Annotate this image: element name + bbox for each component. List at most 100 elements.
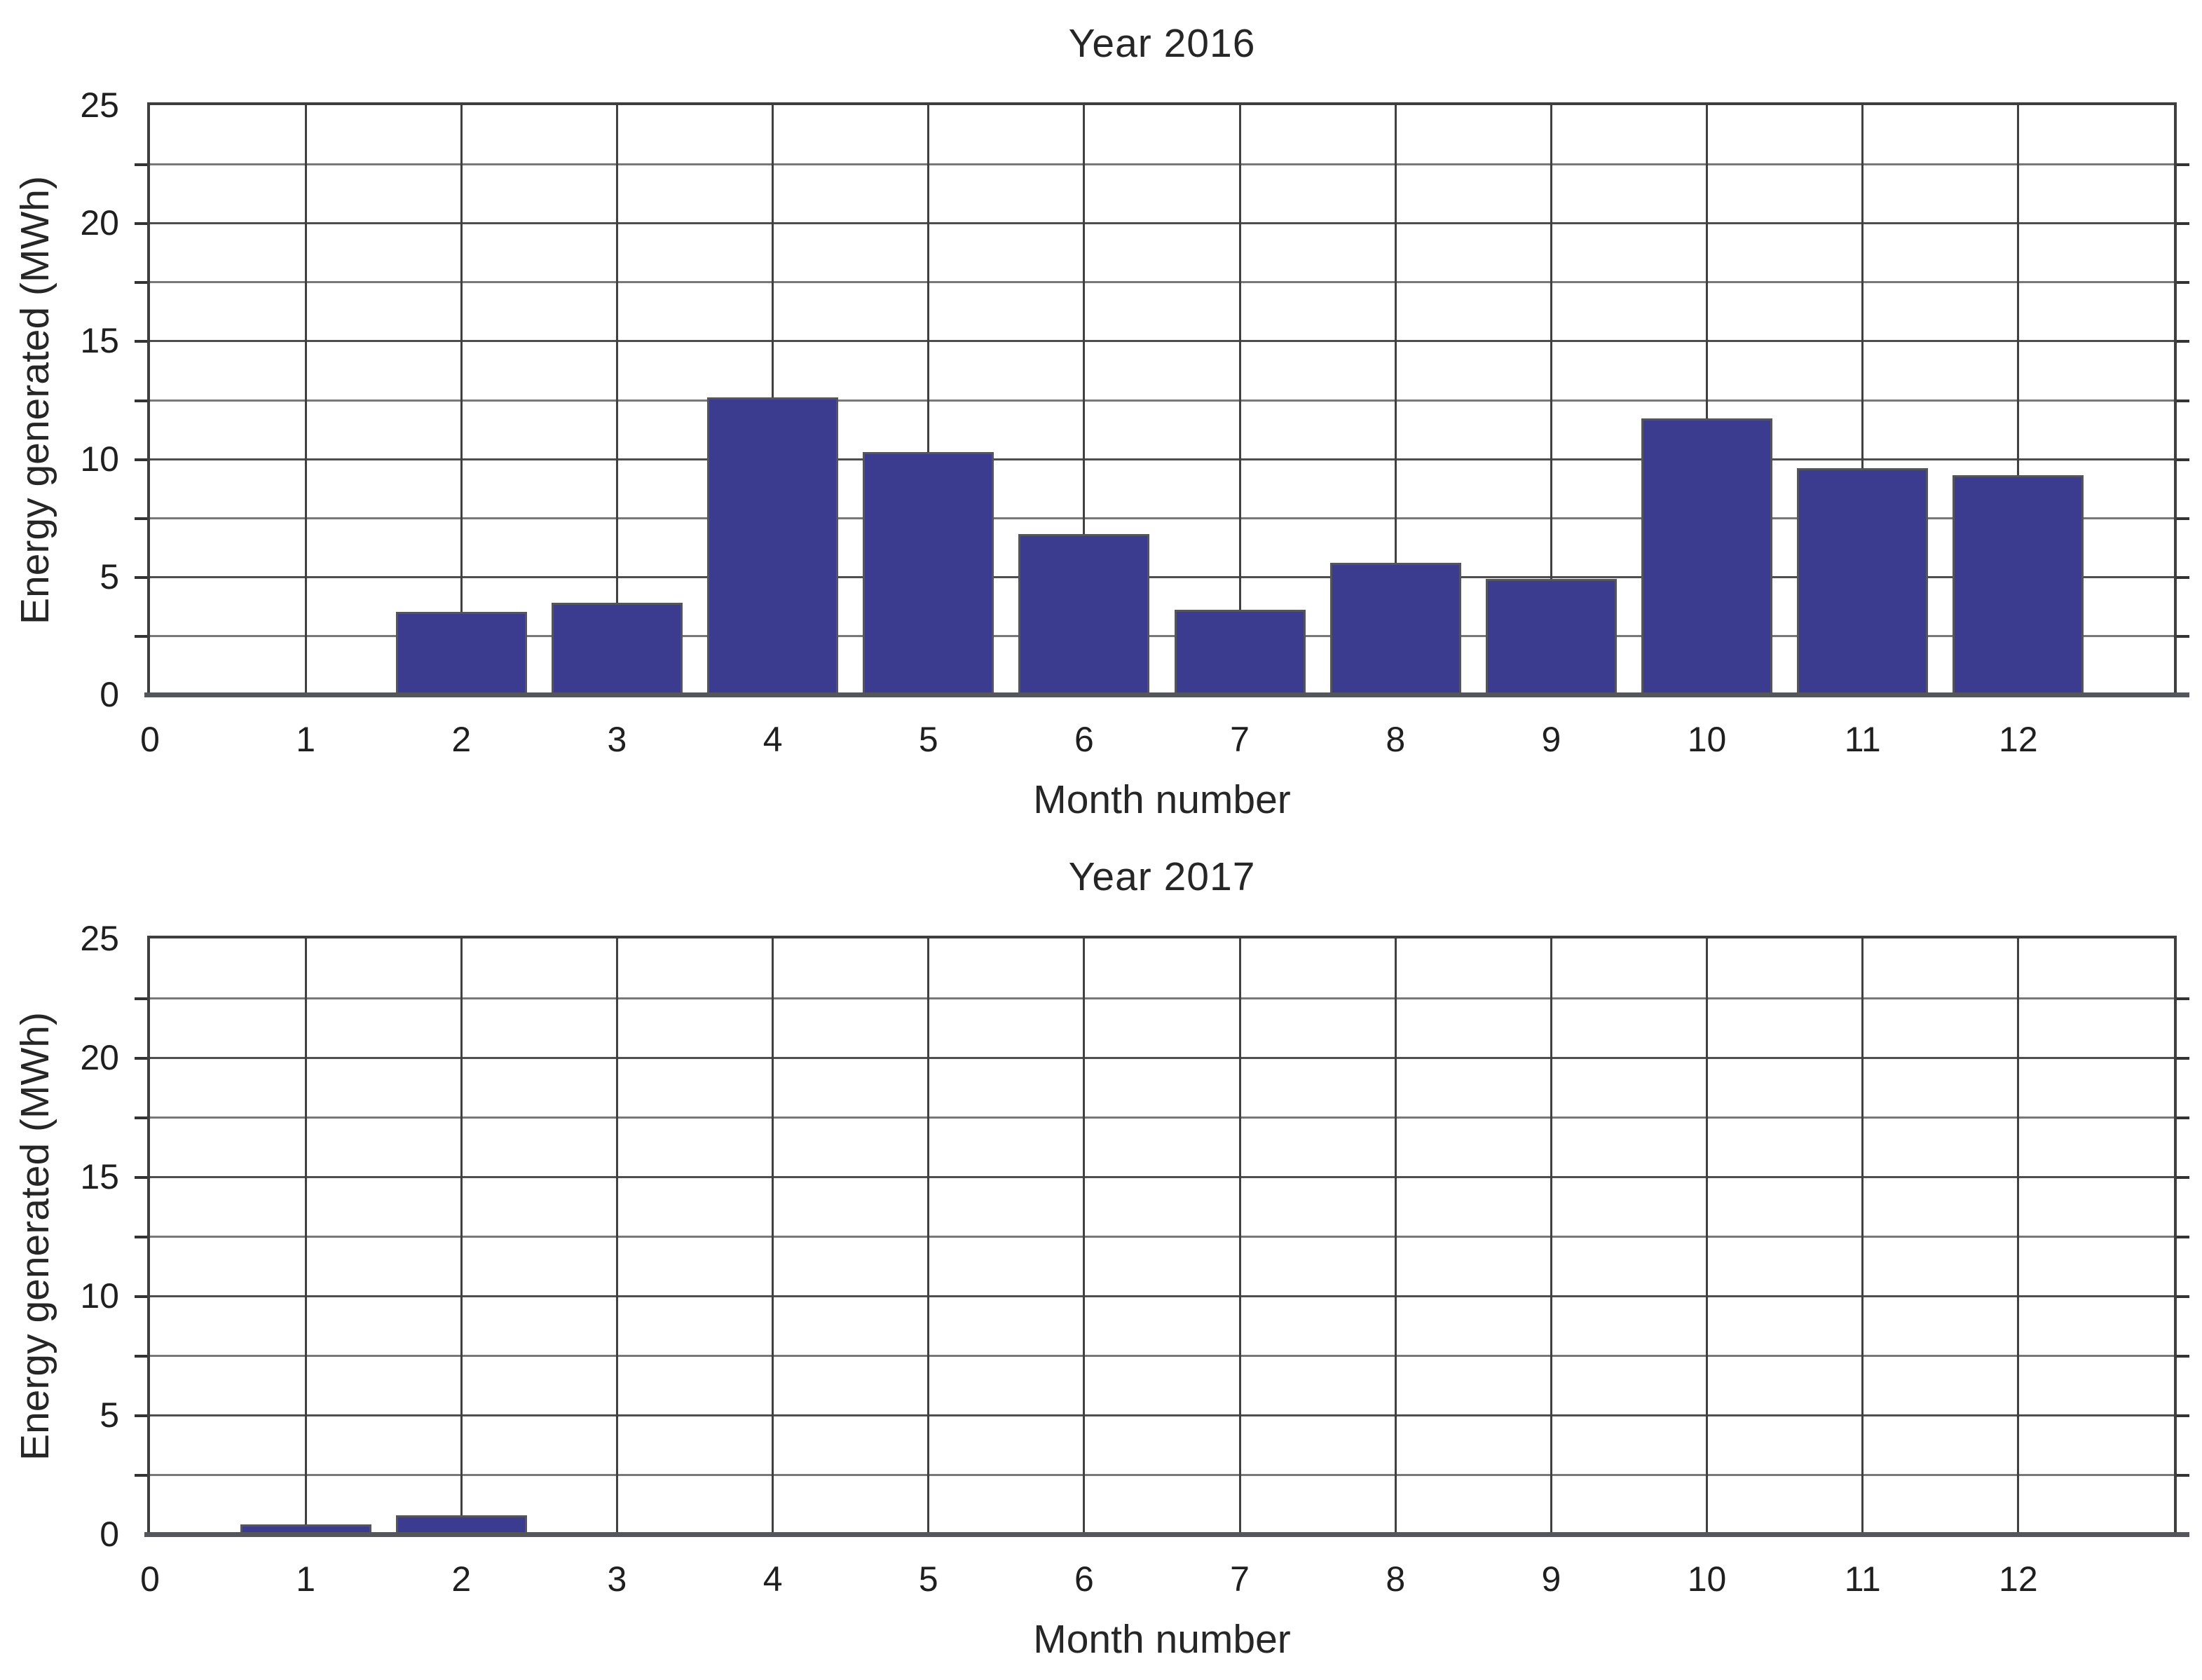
- left-tick-mark: [135, 163, 147, 167]
- left-tick-mark: [135, 340, 147, 343]
- right-tick-mark: [2177, 1474, 2189, 1477]
- x-gridline-8: [1394, 105, 1397, 695]
- bar-month-6: [1018, 534, 1150, 695]
- bar-month-4: [707, 397, 839, 695]
- x-gridline-5: [927, 105, 930, 695]
- chart-title: Year 2016: [1068, 21, 1256, 66]
- y-gridline-20: [150, 1057, 2174, 1059]
- left-tick-mark: [135, 1474, 147, 1477]
- right-tick-mark: [2177, 1057, 2189, 1060]
- x-axis-line: [144, 1532, 2189, 1537]
- bar-month-2: [395, 1515, 527, 1534]
- y-gridline-15: [150, 1176, 2174, 1178]
- y-gridline-22.5: [150, 163, 2174, 166]
- x-tick-label-6: 6: [1074, 1559, 1094, 1599]
- x-gridline-11: [1861, 105, 1864, 695]
- plot-area: 0 5 10 15 20 25 0 1 2 3 4 5 6 7 8 9 10 11 12: [80, 919, 2189, 1599]
- right-tick-mark: [2177, 1295, 2189, 1298]
- left-tick-mark: [135, 399, 147, 402]
- right-tick-mark: [2177, 1176, 2189, 1179]
- right-tick-mark: [2177, 222, 2189, 226]
- bar-month-2: [395, 612, 527, 695]
- right-tick-mark: [2177, 399, 2189, 402]
- left-tick-mark: [135, 517, 147, 520]
- y-tick-label-15: 15: [80, 321, 119, 361]
- bar-month-7: [1174, 610, 1306, 695]
- x-tick-label-5: 5: [918, 720, 938, 759]
- x-tick-label-7: 7: [1230, 720, 1250, 759]
- left-tick-mark: [135, 281, 147, 285]
- left-tick-mark: [135, 1057, 147, 1060]
- right-tick-mark: [2177, 281, 2189, 285]
- x-gridline-6: [1083, 105, 1086, 695]
- x-tick-label-4: 4: [763, 720, 783, 759]
- y-gridline-5: [150, 1414, 2174, 1416]
- x-tick-label-11: 11: [1844, 1559, 1881, 1599]
- y-gridline-5: [150, 575, 2174, 578]
- y-tick-label-25: 25: [80, 86, 119, 125]
- y-gridline-17.5: [150, 281, 2174, 284]
- x-gridline-1: [304, 938, 307, 1534]
- x-gridline-12: [2017, 938, 2020, 1534]
- bar-month-10: [1641, 418, 1773, 695]
- x-gridline-11: [1861, 938, 1864, 1534]
- x-tick-label-10: 10: [1687, 720, 1727, 759]
- left-tick-mark: [135, 458, 147, 461]
- bar-month-1: [240, 1524, 371, 1534]
- x-gridline-2: [460, 938, 463, 1534]
- x-tick-label-1: 1: [296, 720, 316, 759]
- right-tick-mark: [2177, 634, 2189, 638]
- bar-month-8: [1329, 563, 1461, 695]
- y-tick-label-0: 0: [100, 1515, 119, 1554]
- x-gridline-10: [1706, 938, 1709, 1534]
- y-gridline-17.5: [150, 1116, 2174, 1119]
- x-tick-label-4: 4: [763, 1559, 783, 1599]
- bar-month-3: [551, 603, 683, 695]
- chart-title: Year 2017: [1068, 854, 1256, 899]
- left-tick-mark: [135, 1176, 147, 1179]
- x-gridline-12: [2017, 105, 2020, 695]
- y-tick-label-20: 20: [80, 1038, 119, 1077]
- x-tick-label-6: 6: [1074, 720, 1094, 759]
- left-tick-mark: [135, 575, 147, 579]
- x-tick-label-5: 5: [918, 1559, 938, 1599]
- right-tick-mark: [2177, 1414, 2189, 1417]
- left-tick-mark: [135, 1355, 147, 1358]
- x-gridline-7: [1238, 105, 1241, 695]
- x-tick-label-9: 9: [1541, 720, 1561, 759]
- y-gridline-15: [150, 340, 2174, 343]
- y-gridline-2.5: [150, 1474, 2174, 1476]
- right-tick-mark: [2177, 1355, 2189, 1358]
- y-tick-label-0: 0: [100, 675, 119, 714]
- right-tick-mark: [2177, 163, 2189, 167]
- right-tick-mark: [2177, 340, 2189, 343]
- x-tick-label-8: 8: [1386, 1559, 1406, 1599]
- y-tick-label-20: 20: [80, 203, 119, 243]
- right-tick-mark: [2177, 458, 2189, 461]
- plot-area: 0 5 10 15 20 25 0 1 2 3 4 5 6 7 8 9 10 11 12: [80, 86, 2189, 759]
- x-axis-line: [144, 692, 2189, 697]
- x-gridline-4: [772, 938, 774, 1534]
- y-gridline-2.5: [150, 634, 2174, 637]
- y-tick-label-5: 5: [100, 1395, 119, 1435]
- y-gridline-12.5: [150, 399, 2174, 402]
- left-tick-mark: [135, 997, 147, 1000]
- x-tick-label-10: 10: [1687, 1559, 1727, 1599]
- left-tick-mark: [135, 634, 147, 638]
- x-tick-label-0: 0: [140, 1559, 160, 1599]
- x-gridline-8: [1394, 938, 1397, 1534]
- bar-month-11: [1797, 468, 1929, 695]
- bar-month-9: [1485, 579, 1617, 695]
- right-tick-mark: [2177, 517, 2189, 520]
- left-tick-mark: [135, 1116, 147, 1119]
- y-gridline-7.5: [150, 517, 2174, 519]
- x-gridline-3: [615, 105, 618, 695]
- y-gridline-22.5: [150, 997, 2174, 999]
- x-gridline-10: [1706, 105, 1709, 695]
- y-gridline-10: [150, 1295, 2174, 1297]
- right-tick-mark: [2177, 1116, 2189, 1119]
- y-tick-label-25: 25: [80, 919, 119, 958]
- right-tick-mark: [2177, 1236, 2189, 1238]
